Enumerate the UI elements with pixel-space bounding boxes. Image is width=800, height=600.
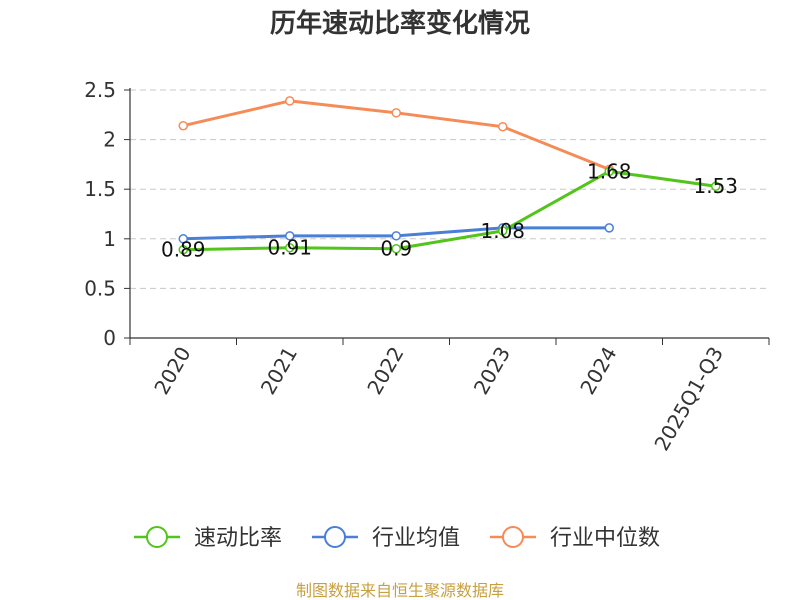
x-tick-label: 2020 [149, 343, 195, 399]
series-point-1 [285, 231, 295, 241]
y-tick-label: 0 [103, 326, 116, 350]
legend-marker [324, 526, 346, 548]
legend-item-0: 速动比率 [134, 526, 282, 551]
series-point-2 [285, 96, 295, 106]
legend: 速动比率 行业均值 行业中位数 [134, 526, 660, 551]
series-point-1 [391, 231, 401, 241]
data-labels: 0.89 0.91 0.9 1.08 1.68 1.53 [161, 159, 738, 261]
grid [130, 89, 769, 289]
x-tick-label: 2025Q1-Q3 [649, 343, 728, 455]
y-tick-label: 2 [103, 128, 116, 152]
legend-label: 速动比率 [194, 526, 282, 551]
axes: 0 0.5 1 1.5 2 2.5 2020 2021 2022 2023 2024 2025Q1-Q… [84, 78, 770, 455]
source-note: 制图数据来自恒生聚源数据库 [296, 581, 504, 600]
legend-marker [146, 526, 168, 548]
x-tick-label: 2021 [256, 343, 302, 399]
legend-item-2: 行业中位数 [490, 526, 660, 551]
y-tick-label: 2.5 [84, 78, 116, 102]
y-tick-label: 1 [103, 227, 116, 251]
y-tick-label: 1.5 [84, 177, 116, 201]
series-point-0 [711, 181, 721, 191]
chart-title: 历年速动比率变化情况 [270, 8, 530, 39]
x-tick-label: 2022 [362, 343, 408, 399]
series-point-0 [285, 242, 295, 253]
data-label: 1.08 [480, 219, 525, 243]
y-tick-label: 0.5 [84, 276, 116, 300]
series-point-0 [391, 243, 401, 254]
data-label: 0.9 [380, 237, 412, 261]
data-label: 0.89 [161, 238, 206, 262]
legend-label: 行业中位数 [550, 526, 660, 551]
data-label: 1.53 [693, 174, 738, 198]
legend-item-1: 行业均值 [312, 526, 460, 551]
data-label: 0.91 [267, 236, 312, 260]
x-tick-label: 2023 [469, 343, 515, 399]
series-point-2 [391, 108, 401, 118]
series-point-0 [178, 244, 188, 255]
legend-marker [502, 526, 524, 548]
series-layer [178, 96, 721, 255]
series-point-1 [178, 234, 188, 244]
series-point-1 [604, 223, 614, 233]
series-point-2 [178, 120, 188, 131]
series-point-0 [498, 226, 508, 236]
legend-label: 行业均值 [372, 526, 460, 551]
x-tick-label: 2024 [575, 343, 621, 399]
series-point-2 [498, 121, 508, 132]
series-line-0 [183, 169, 716, 252]
data-label: 1.68 [587, 159, 632, 183]
series-point-0 [604, 166, 614, 177]
